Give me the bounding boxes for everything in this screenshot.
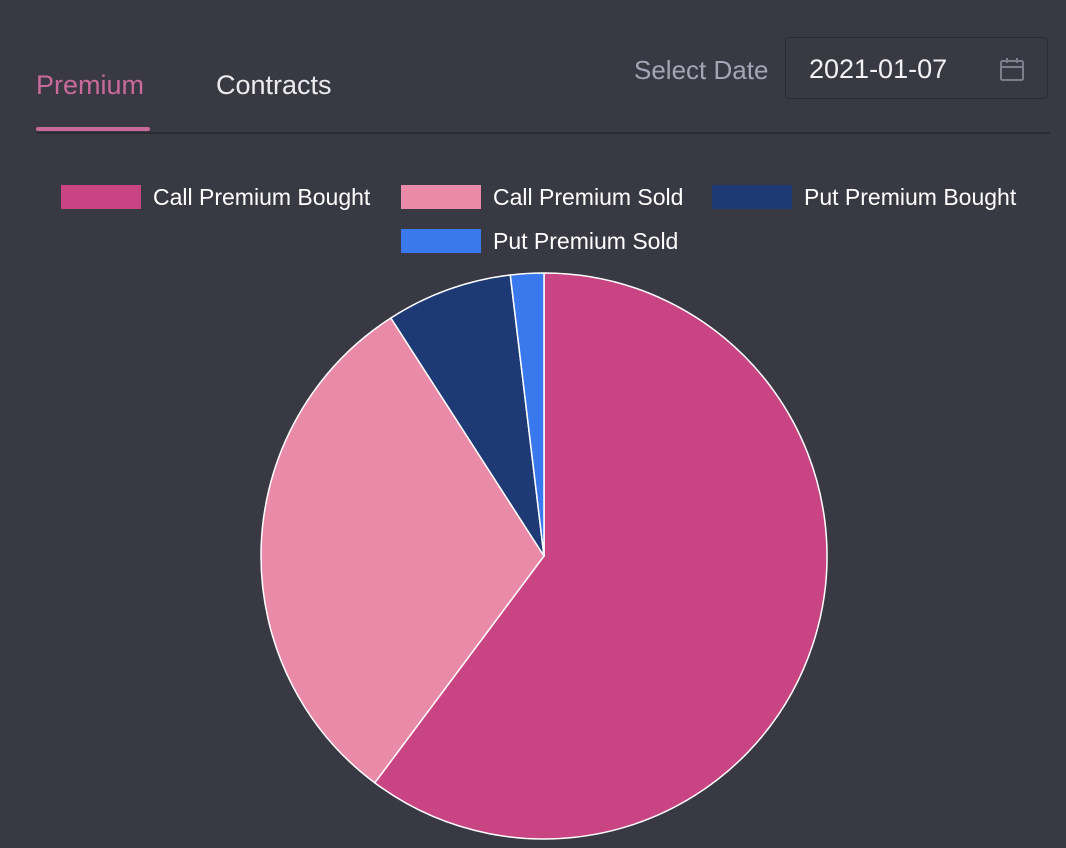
legend-swatch [401, 185, 481, 209]
legend-label: Put Premium Bought [804, 184, 1017, 210]
tab-premium[interactable]: Premium [36, 70, 145, 100]
legend-swatch [61, 185, 141, 209]
pie-slice-put-premium-sold[interactable] [509, 272, 545, 557]
legend-swatch [712, 185, 792, 209]
legend-swatch [401, 229, 481, 253]
date-value[interactable]: 2021-01-07 [809, 54, 948, 84]
calendar-icon[interactable] [998, 56, 1026, 84]
select-date-label: Select Date [634, 55, 769, 85]
pie-slice-call-premium-sold[interactable] [260, 317, 545, 784]
legend-label: Call Premium Bought [153, 184, 371, 210]
date-picker[interactable]: 2021-01-07 [785, 37, 1048, 99]
active-tab-indicator [36, 127, 150, 131]
pie-slice-put-premium-bought[interactable] [390, 274, 545, 557]
tab-bar: Premium Contracts [36, 0, 1050, 134]
pie-slice-call-premium-bought[interactable] [374, 272, 828, 840]
legend-label: Put Premium Sold [493, 228, 679, 254]
tab-contracts[interactable]: Contracts [216, 70, 332, 100]
chart-legend: Call Premium Bought Call Premium Sold Pu… [0, 0, 1066, 260]
legend-label: Call Premium Sold [493, 184, 684, 210]
